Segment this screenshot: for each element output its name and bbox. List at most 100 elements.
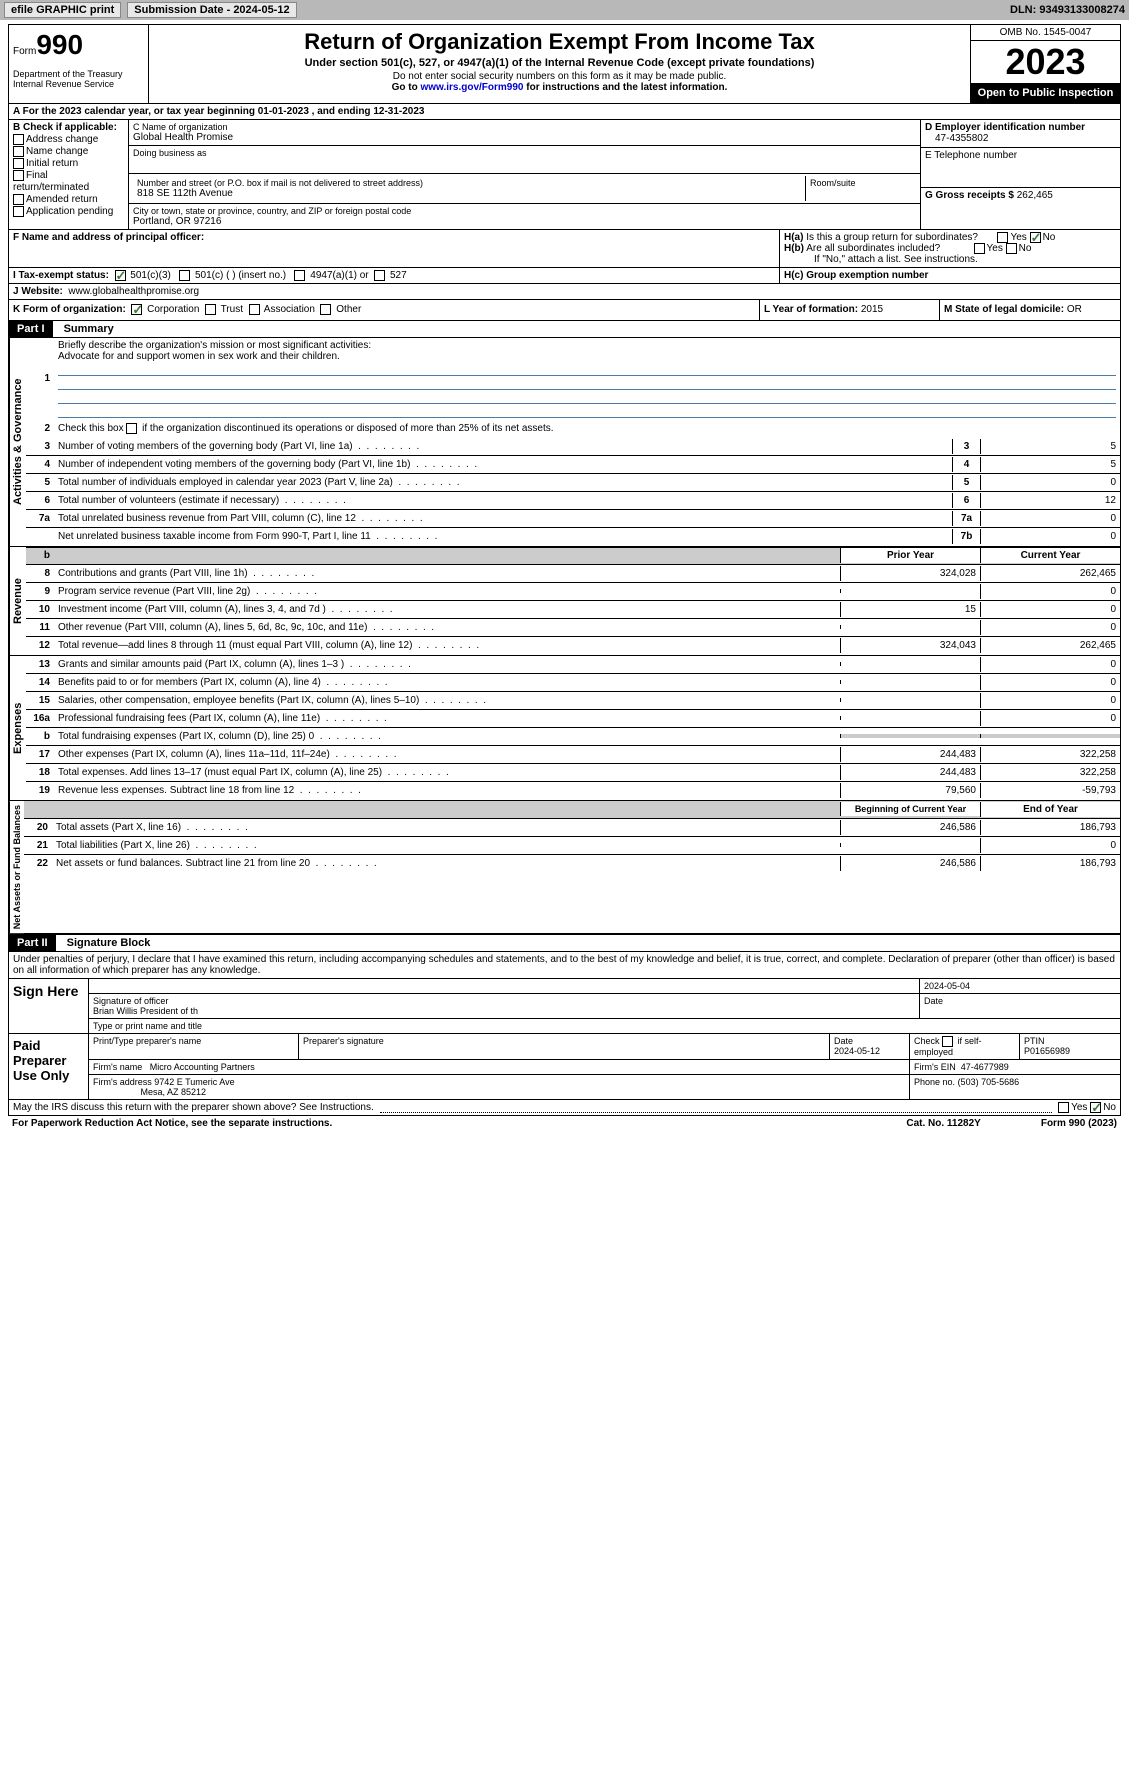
part1-title: Summary [56, 321, 122, 337]
form-number: 990 [36, 29, 83, 60]
city-label: City or town, state or province, country… [133, 206, 916, 216]
trust-checkbox[interactable] [205, 304, 216, 315]
sig-date: 2024-05-04 [920, 979, 1120, 993]
org-name: Global Health Promise [133, 132, 916, 143]
submission-button[interactable]: Submission Date - 2024-05-12 [127, 2, 296, 18]
summary-line-desc: Investment income (Part VIII, column (A)… [54, 602, 840, 617]
ptin-value: P01656989 [1024, 1046, 1070, 1056]
prior-year-value [840, 589, 980, 593]
officer-name: Brian Willis President of th [93, 1006, 198, 1016]
line-box: 7a [952, 511, 980, 526]
discuss-no-checkbox[interactable] [1090, 1102, 1101, 1113]
summary-line-desc: Contributions and grants (Part VIII, lin… [54, 566, 840, 581]
cat-number: Cat. No. 11282Y [906, 1118, 980, 1129]
summary-line-desc: Total assets (Part X, line 16) . . . . .… [52, 820, 840, 835]
prep-name-label: Print/Type preparer's name [89, 1034, 299, 1059]
4947-checkbox[interactable] [294, 270, 305, 281]
city-value: Portland, OR 97216 [133, 216, 916, 227]
prior-year-header: Prior Year [840, 548, 980, 563]
form-title: Return of Organization Exempt From Incom… [153, 29, 966, 55]
part2-title: Signature Block [59, 935, 159, 951]
paperwork-notice: For Paperwork Reduction Act Notice, see … [12, 1118, 332, 1129]
line-box: 3 [952, 439, 980, 454]
date-label: Date [920, 994, 1120, 1018]
summary-line-desc: Other expenses (Part IX, column (A), lin… [54, 747, 840, 762]
prior-year-value [840, 625, 980, 629]
amended-return-checkbox[interactable] [13, 194, 24, 205]
sign-here-label: Sign Here [9, 979, 89, 1033]
part2-header: Part II [9, 935, 56, 951]
summary-line-desc: Revenue less expenses. Subtract line 18 … [54, 783, 840, 798]
paid-preparer-label: Paid Preparer Use Only [9, 1034, 89, 1099]
assoc-checkbox[interactable] [249, 304, 260, 315]
current-year-value: 0 [980, 693, 1120, 708]
prior-year-value [840, 662, 980, 666]
line-box: 5 [952, 475, 980, 490]
application-pending-checkbox[interactable] [13, 206, 24, 217]
501c-checkbox[interactable] [179, 270, 190, 281]
other-checkbox[interactable] [320, 304, 331, 315]
rev-vertical-label: Revenue [9, 547, 26, 655]
current-year-header: Current Year [980, 548, 1120, 563]
current-year-value: 262,465 [980, 638, 1120, 653]
address-change-checkbox[interactable] [13, 134, 24, 145]
discuss-yes-checkbox[interactable] [1058, 1102, 1069, 1113]
501c3-checkbox[interactable] [115, 270, 126, 281]
goto-link[interactable]: www.irs.gov/Form990 [420, 82, 523, 93]
hb-no-checkbox[interactable] [1006, 243, 1017, 254]
declaration-text: Under penalties of perjury, I declare th… [9, 952, 1120, 979]
hb-yes-checkbox[interactable] [974, 243, 985, 254]
prep-date-label: Date [834, 1036, 853, 1046]
summary-line-desc: Total liabilities (Part X, line 26) . . … [52, 838, 840, 853]
final-return-checkbox[interactable] [13, 170, 24, 181]
state-domicile-label: M State of legal domicile: [944, 304, 1067, 315]
tax-exempt-label: I Tax-exempt status: [13, 270, 109, 281]
summary-line-desc: Total revenue—add lines 8 through 11 (mu… [54, 638, 840, 653]
name-change-checkbox[interactable] [13, 146, 24, 157]
line-value: 12 [980, 493, 1120, 508]
summary-line-desc: Grants and similar amounts paid (Part IX… [54, 657, 840, 672]
prior-year-value: 246,586 [840, 856, 980, 871]
ha-yes-checkbox[interactable] [997, 232, 1008, 243]
corp-checkbox[interactable] [131, 304, 142, 315]
ha-no-checkbox[interactable] [1030, 232, 1041, 243]
line-value: 5 [980, 457, 1120, 472]
end-year-header: End of Year [980, 802, 1120, 817]
current-year-value: 186,793 [980, 820, 1120, 835]
col-b-checkboxes: B Check if applicable: Address change Na… [9, 120, 129, 229]
firm-name: Micro Accounting Partners [150, 1062, 255, 1072]
line1-label: Briefly describe the organization's miss… [58, 340, 371, 351]
firm-addr1: 9742 E Tumeric Ave [154, 1077, 234, 1087]
prior-year-value [840, 698, 980, 702]
hc-label: H(c) Group exemption number [784, 270, 928, 281]
gov-vertical-label: Activities & Governance [9, 338, 26, 546]
line-value: 5 [980, 439, 1120, 454]
current-year-value: 262,465 [980, 566, 1120, 581]
self-employed-checkbox[interactable] [942, 1036, 953, 1047]
prior-year-value: 324,028 [840, 566, 980, 581]
type-print-label: Type or print name and title [89, 1019, 1120, 1033]
website-label: J Website: [13, 286, 63, 297]
prior-year-value: 246,586 [840, 820, 980, 835]
form-org-label: K Form of organization: [13, 305, 126, 316]
summary-line-desc: Program service revenue (Part VIII, line… [54, 584, 840, 599]
firm-phone-label: Phone no. [914, 1077, 955, 1087]
tax-year: 2023 [971, 41, 1120, 83]
summary-line-desc: Total fundraising expenses (Part IX, col… [54, 729, 840, 744]
department-label: Department of the Treasury Internal Reve… [13, 69, 144, 89]
firm-addr2: Mesa, AZ 85212 [141, 1087, 207, 1097]
ptin-label: PTIN [1024, 1036, 1045, 1046]
initial-return-checkbox[interactable] [13, 158, 24, 169]
current-year-value: 0 [980, 711, 1120, 726]
discontinued-checkbox[interactable] [126, 423, 137, 434]
year-formation-label: L Year of formation: [764, 304, 861, 315]
527-checkbox[interactable] [374, 270, 385, 281]
summary-line-desc: Number of voting members of the governin… [54, 439, 952, 454]
efile-button[interactable]: efile GRAPHIC print [4, 2, 121, 18]
website-value: www.globalhealthpromise.org [68, 286, 199, 297]
topbar: efile GRAPHIC print Submission Date - 20… [0, 0, 1129, 20]
summary-line-desc: Net assets or fund balances. Subtract li… [52, 856, 840, 871]
summary-line-desc: Other revenue (Part VIII, column (A), li… [54, 620, 840, 635]
prior-year-value [840, 716, 980, 720]
col-b-header: B Check if applicable: [13, 122, 124, 133]
